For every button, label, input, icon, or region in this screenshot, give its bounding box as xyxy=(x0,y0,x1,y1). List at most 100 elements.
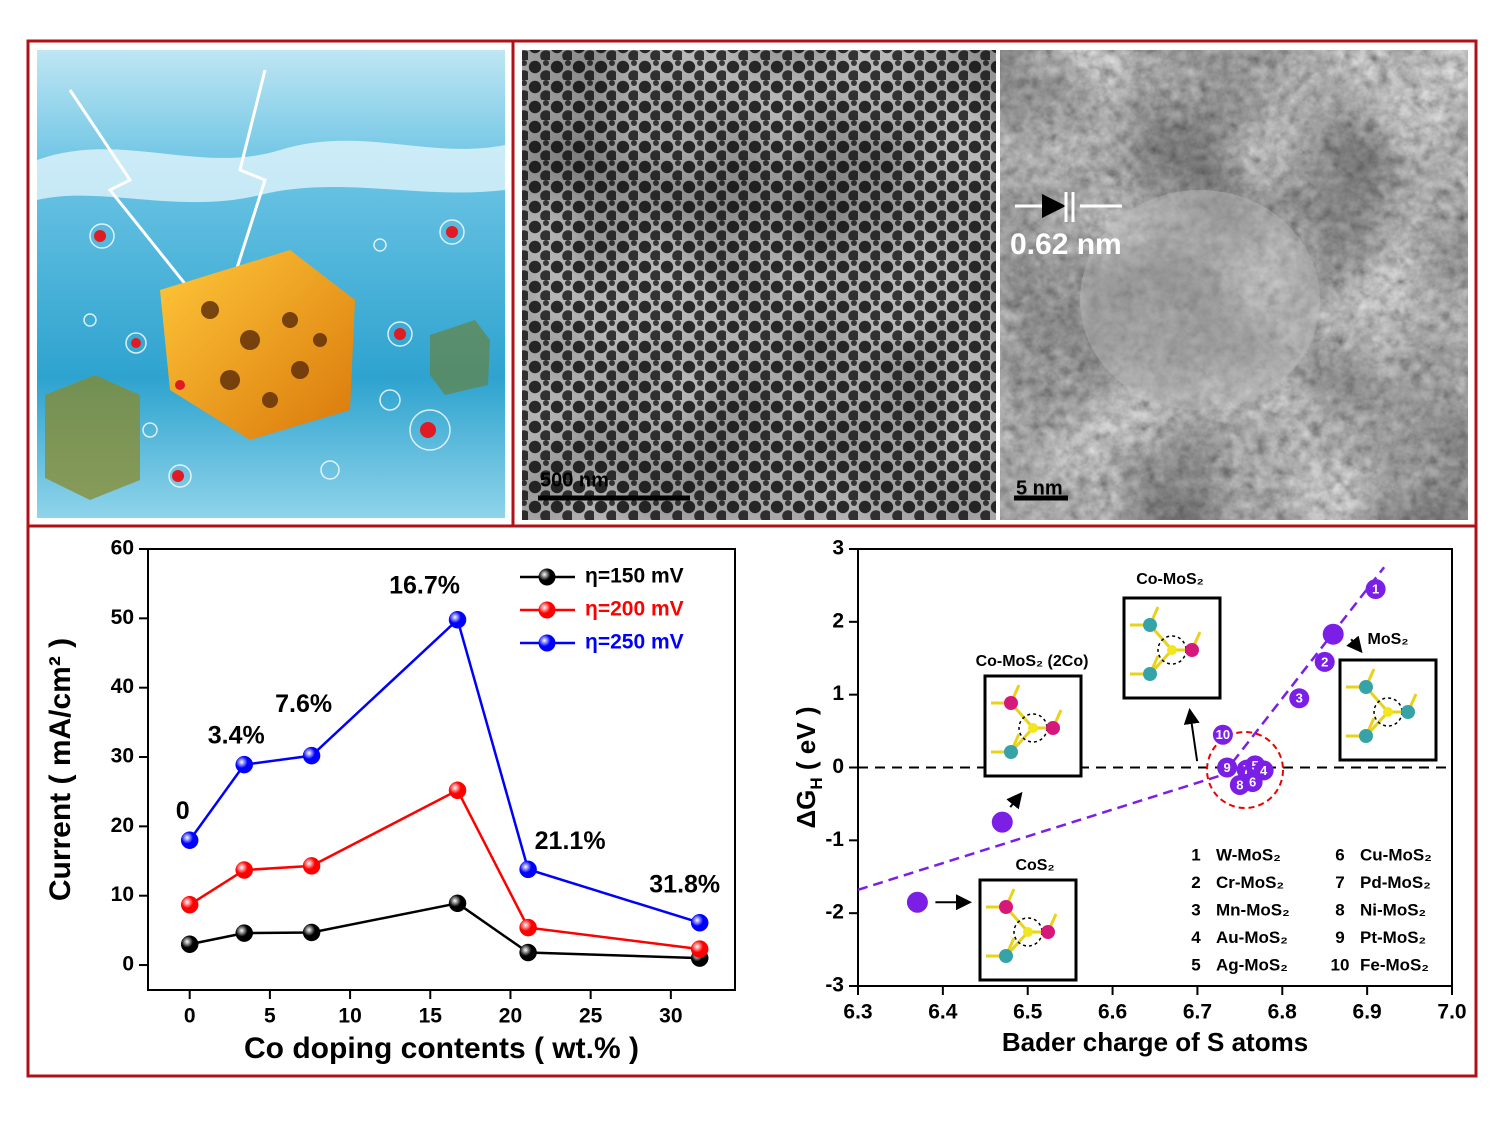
point-label: 21.1% xyxy=(535,827,606,855)
structure-point xyxy=(1322,623,1344,645)
legend-number: 5 xyxy=(1191,955,1200,974)
point-number: 10 xyxy=(1216,727,1230,742)
numbered-point xyxy=(1217,757,1238,778)
data-point xyxy=(180,935,199,953)
x-axis-label: Co doping contents ( wt.% ) xyxy=(244,1032,639,1065)
legend-number: 3 xyxy=(1191,900,1200,919)
y-tick-label: 20 xyxy=(111,814,134,837)
numbered-point xyxy=(1212,724,1233,745)
data-point xyxy=(519,860,537,879)
data-point xyxy=(302,746,321,765)
data-point xyxy=(690,940,709,958)
legend-number: 2 xyxy=(1191,873,1200,892)
x-tick-label: 10 xyxy=(338,1005,361,1028)
legend-label: Pt-MoS₂ xyxy=(1360,928,1426,947)
legend-label: Cu-MoS₂ xyxy=(1360,845,1432,864)
scale-label: 500 nm xyxy=(540,469,609,491)
structure-point xyxy=(906,891,928,913)
legend-label: η=150 mV xyxy=(585,565,684,588)
point-number: 8 xyxy=(1236,777,1243,792)
atom xyxy=(1185,643,1199,657)
atom xyxy=(1167,645,1177,655)
point-label: 3.4% xyxy=(208,721,265,749)
legend-label: η=200 mV xyxy=(585,598,684,621)
y-axis-label-part: ( eV ) xyxy=(791,707,821,778)
legend-label: Cr-MoS₂ xyxy=(1216,873,1284,892)
y-tick-label: 0 xyxy=(122,953,134,976)
atom xyxy=(1046,721,1060,735)
scale-label: 5 nm xyxy=(1016,477,1063,499)
x-tick-label: 6.4 xyxy=(928,1001,958,1024)
x-tick-label: 6.9 xyxy=(1353,1001,1382,1024)
y-tick-label: 40 xyxy=(111,675,134,698)
structure-label: MoS₂ xyxy=(1368,631,1409,648)
highlight-ring xyxy=(1206,731,1284,809)
structure-label: Co-MoS₂ (2Co) xyxy=(976,653,1089,670)
point-label: 16.7% xyxy=(389,571,460,599)
plot-frame xyxy=(147,548,736,991)
data-point xyxy=(448,894,467,913)
y-axis-label: ΔGH ( eV ) xyxy=(791,707,826,829)
legend-label: W-MoS₂ xyxy=(1216,845,1281,864)
y-axis-label-part: ΔG xyxy=(791,790,821,829)
legend-label: Fe-MoS₂ xyxy=(1360,955,1429,974)
structure-label: CoS₂ xyxy=(1015,857,1054,874)
y-axis-label: Current ( mA/cm² ) xyxy=(44,638,77,901)
y-axis-label-part: H xyxy=(807,777,826,789)
legend-label: Ag-MoS₂ xyxy=(1216,955,1288,974)
legend-marker xyxy=(538,601,556,619)
legend-marker xyxy=(538,634,556,652)
legend-number: 6 xyxy=(1335,845,1344,864)
y-tick-label: 50 xyxy=(111,606,134,629)
numbered-point xyxy=(1365,579,1386,600)
legend-marker xyxy=(538,568,556,586)
y-tick-label: -3 xyxy=(825,974,844,997)
atom xyxy=(1023,927,1033,937)
arrow xyxy=(1183,708,1200,762)
y-tick-label: -1 xyxy=(825,828,844,851)
x-tick-label: 30 xyxy=(659,1005,682,1028)
numbered-point xyxy=(1229,774,1250,795)
arrow xyxy=(1006,791,1023,810)
x-tick-label: 15 xyxy=(419,1005,443,1028)
arrow xyxy=(1346,635,1363,654)
y-tick-label: 3 xyxy=(832,537,844,560)
y-tick-label: 10 xyxy=(111,883,134,906)
legend-label: Au-MoS₂ xyxy=(1216,928,1288,947)
data-point xyxy=(302,857,321,875)
legend-label: Mn-MoS₂ xyxy=(1216,900,1290,919)
atom xyxy=(999,949,1013,963)
frame xyxy=(26,39,1478,1078)
atom xyxy=(1041,925,1055,939)
legend-number: 7 xyxy=(1335,873,1344,892)
sem-image: 500 nm xyxy=(522,50,996,520)
y-tick-label: 2 xyxy=(832,609,844,632)
y-tick-label: -2 xyxy=(825,901,844,924)
data-point xyxy=(180,831,199,849)
data-point xyxy=(235,755,253,774)
x-tick-label: 6.7 xyxy=(1183,1001,1212,1024)
series-line xyxy=(188,617,701,924)
legend-label: η=250 mV xyxy=(585,631,684,654)
x-tick-label: 7.0 xyxy=(1437,1001,1466,1024)
y-tick-label: 0 xyxy=(832,755,844,778)
x-tick-label: 6.8 xyxy=(1268,1001,1298,1024)
point-number: 4 xyxy=(1260,763,1268,778)
trend-line xyxy=(1221,566,1386,776)
numbered-point xyxy=(1314,651,1335,672)
data-point xyxy=(302,923,321,942)
data-point xyxy=(448,781,467,800)
point-number: 2 xyxy=(1321,654,1328,669)
data-point xyxy=(519,918,537,937)
structure-label: Co-MoS₂ xyxy=(1136,571,1204,588)
x-tick-label: 25 xyxy=(579,1005,603,1028)
legend-number: 8 xyxy=(1335,900,1344,919)
point-number: 9 xyxy=(1224,760,1231,775)
legend-number: 9 xyxy=(1335,928,1344,947)
atom xyxy=(1359,680,1373,694)
point-number: 1 xyxy=(1372,581,1379,596)
legend-label: Ni-MoS₂ xyxy=(1360,900,1426,919)
spacing-label: 0.62 nm xyxy=(1010,228,1122,261)
legend-number: 10 xyxy=(1331,955,1350,974)
